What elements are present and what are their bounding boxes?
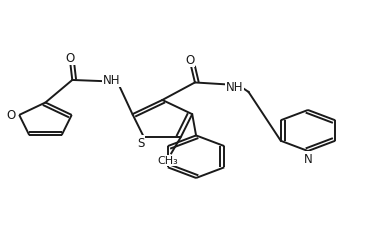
Text: O: O	[6, 109, 15, 122]
Text: O: O	[66, 52, 75, 65]
Text: N: N	[304, 152, 312, 165]
Text: CH₃: CH₃	[158, 156, 179, 166]
Text: NH: NH	[226, 81, 243, 93]
Text: NH: NH	[103, 73, 120, 86]
Text: S: S	[137, 137, 144, 149]
Text: O: O	[185, 54, 195, 67]
